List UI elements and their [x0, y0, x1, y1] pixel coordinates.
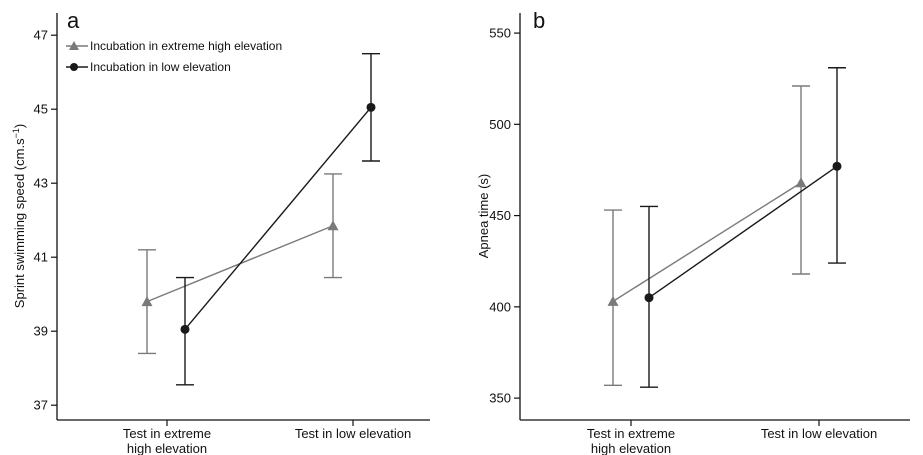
y-tick-label: 41 [34, 250, 48, 265]
x-category-label: high elevation [591, 441, 671, 455]
y-tick-label: 37 [34, 398, 48, 413]
y-tick-label: 450 [489, 208, 511, 223]
y-axis-title-main: Apnea time (s) [476, 174, 491, 259]
data-point-circle [180, 324, 190, 334]
x-category-label: Test in extreme [587, 426, 675, 441]
y-tick-label: 400 [489, 299, 511, 314]
series-line [648, 165, 838, 299]
data-point-circle [366, 102, 376, 112]
legend-entry: Incubation in low elevation [90, 60, 231, 74]
legend-entry: Incubation in extreme high elevation [90, 39, 282, 53]
data-point-triangle [327, 220, 339, 231]
data-point-triangle [141, 296, 153, 307]
y-axis-title: Sprint swimming speed (cm.s−1) [11, 124, 27, 308]
x-category-label: high elevation [127, 441, 207, 455]
y-tick-label: 43 [34, 176, 48, 191]
data-point-circle [644, 293, 654, 303]
data-point-triangle [607, 295, 619, 306]
x-category-label: Test in low elevation [761, 426, 877, 441]
y-tick-label: 45 [34, 102, 48, 117]
y-tick-label: 500 [489, 117, 511, 132]
panel-label: b [533, 8, 545, 33]
y-axis-title-superscript: −1 [11, 128, 21, 138]
y-tick-label: 47 [34, 28, 48, 43]
legend-circle-icon [70, 63, 78, 71]
y-axis-title-tail: ) [12, 124, 27, 128]
y-axis-title-main: Sprint swimming speed (cm.s [12, 138, 27, 308]
series-line [612, 182, 802, 302]
y-tick-label: 350 [489, 391, 511, 406]
legend-triangle-icon [69, 41, 79, 50]
data-point-triangle [795, 177, 807, 188]
series-line [184, 106, 372, 330]
panel-label: a [67, 8, 80, 33]
y-axis-title: Apnea time (s) [476, 174, 491, 259]
x-category-label: Test in low elevation [295, 426, 411, 441]
data-point-circle [832, 161, 842, 171]
legend: Incubation in extreme high elevation Incu… [66, 39, 282, 74]
y-tick-label: 550 [489, 26, 511, 41]
y-tick-label: 39 [34, 324, 48, 339]
x-category-label: Test in extreme [123, 426, 211, 441]
